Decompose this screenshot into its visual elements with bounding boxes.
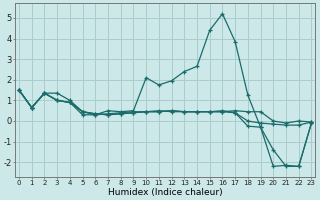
X-axis label: Humidex (Indice chaleur): Humidex (Indice chaleur) bbox=[108, 188, 222, 197]
